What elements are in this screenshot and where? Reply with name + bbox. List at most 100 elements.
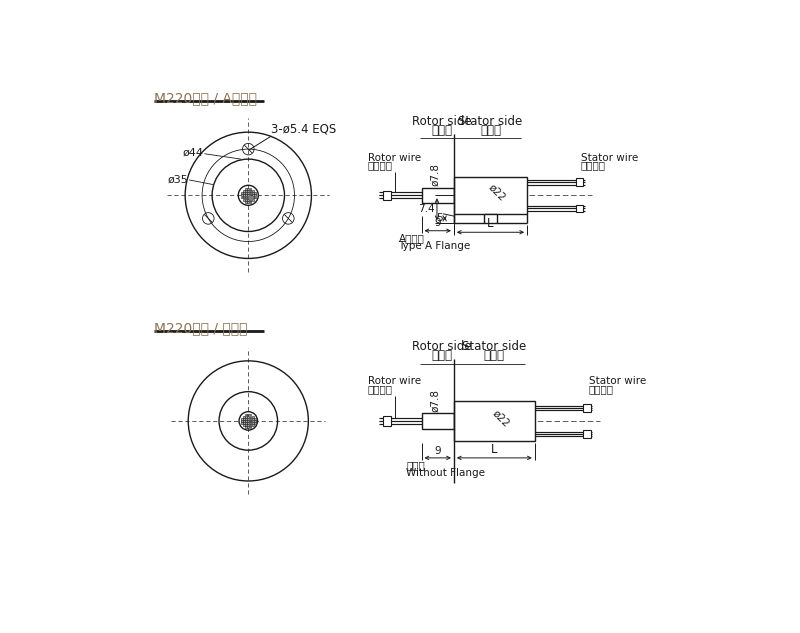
Bar xyxy=(250,190,251,192)
Text: 定子边: 定子边 xyxy=(484,349,505,363)
Bar xyxy=(254,192,256,194)
Bar xyxy=(583,404,591,411)
Text: L: L xyxy=(487,217,494,230)
Text: ø7.8: ø7.8 xyxy=(430,163,441,186)
Bar xyxy=(454,401,534,441)
Bar xyxy=(247,190,250,192)
Bar xyxy=(247,188,250,190)
Text: 转子边: 转子边 xyxy=(431,349,452,363)
Bar xyxy=(254,194,256,196)
Bar xyxy=(247,196,250,198)
Bar xyxy=(247,424,250,426)
Text: 定子边: 定子边 xyxy=(480,124,501,137)
Text: ø22: ø22 xyxy=(490,408,511,429)
Text: 转子出线: 转子出线 xyxy=(368,384,393,394)
Bar xyxy=(575,179,583,186)
Bar xyxy=(247,422,250,424)
Bar xyxy=(422,413,454,429)
Bar xyxy=(243,416,245,418)
Bar xyxy=(246,427,247,429)
Bar xyxy=(250,424,251,426)
Text: Rotor wire: Rotor wire xyxy=(368,376,421,386)
Bar xyxy=(246,194,247,196)
Text: Rotor side: Rotor side xyxy=(412,115,471,128)
Bar xyxy=(246,422,247,424)
Text: Rotor wire: Rotor wire xyxy=(368,153,421,163)
Text: Without Flange: Without Flange xyxy=(406,468,485,478)
Bar xyxy=(243,199,245,201)
Bar xyxy=(246,192,247,194)
Text: L: L xyxy=(491,442,498,456)
Bar xyxy=(250,201,251,203)
Bar xyxy=(254,422,256,424)
Text: Stator side: Stator side xyxy=(458,115,522,128)
Bar xyxy=(252,418,254,420)
Bar xyxy=(246,188,247,190)
Text: Type A Flange: Type A Flange xyxy=(398,241,470,251)
Bar xyxy=(247,201,250,203)
Bar xyxy=(383,417,390,425)
Bar xyxy=(246,413,247,415)
Text: ø7.8: ø7.8 xyxy=(430,389,441,411)
Bar xyxy=(583,430,591,438)
Text: 转子出线: 转子出线 xyxy=(368,161,393,171)
Text: A型法兰: A型法兰 xyxy=(398,233,424,243)
Text: 定子出线: 定子出线 xyxy=(581,161,606,171)
Bar xyxy=(247,413,250,415)
Bar xyxy=(250,194,251,196)
Text: 无法兰: 无法兰 xyxy=(406,460,425,470)
Bar xyxy=(243,190,245,192)
Bar xyxy=(246,418,247,420)
Bar xyxy=(247,416,250,418)
Bar xyxy=(250,188,251,190)
Bar xyxy=(254,420,256,422)
Text: ø22: ø22 xyxy=(486,182,507,203)
Bar xyxy=(246,201,247,203)
Bar xyxy=(250,199,251,201)
Text: 转子边: 转子边 xyxy=(431,124,452,137)
Bar xyxy=(243,196,245,198)
Text: Stator side: Stator side xyxy=(462,340,526,353)
Bar xyxy=(250,422,251,424)
Bar xyxy=(241,422,242,424)
Text: ø44: ø44 xyxy=(182,147,204,157)
Text: 3-ø5.4 EQS: 3-ø5.4 EQS xyxy=(271,122,337,135)
Bar xyxy=(243,194,245,196)
Bar xyxy=(252,194,254,196)
Bar xyxy=(246,424,247,426)
Bar xyxy=(241,192,242,194)
Text: 5: 5 xyxy=(436,213,442,223)
Bar xyxy=(252,199,254,201)
Bar xyxy=(252,422,254,424)
Bar xyxy=(250,420,251,422)
Bar xyxy=(246,196,247,198)
Bar xyxy=(241,418,242,420)
Text: 9: 9 xyxy=(434,446,441,456)
Text: ø35: ø35 xyxy=(167,175,188,185)
Bar xyxy=(247,199,250,201)
Text: 定子出线: 定子出线 xyxy=(589,384,614,394)
Bar xyxy=(241,420,242,422)
Bar xyxy=(247,194,250,196)
Bar xyxy=(247,418,250,420)
Bar xyxy=(246,420,247,422)
Bar xyxy=(250,416,251,418)
Text: M220系列 / A型法兰: M220系列 / A型法兰 xyxy=(154,91,258,105)
Bar xyxy=(422,187,454,203)
Bar xyxy=(250,192,251,194)
Bar xyxy=(246,199,247,201)
Bar xyxy=(246,190,247,192)
Bar xyxy=(252,420,254,422)
Bar xyxy=(575,204,583,212)
Bar xyxy=(243,192,245,194)
Bar xyxy=(247,427,250,429)
Bar xyxy=(252,196,254,198)
Bar xyxy=(246,416,247,418)
Text: 7.4: 7.4 xyxy=(418,204,434,214)
Bar xyxy=(250,418,251,420)
Bar xyxy=(247,192,250,194)
Bar xyxy=(383,191,390,200)
Text: Rotor side: Rotor side xyxy=(412,340,471,353)
Bar xyxy=(243,418,245,420)
Bar xyxy=(252,424,254,426)
